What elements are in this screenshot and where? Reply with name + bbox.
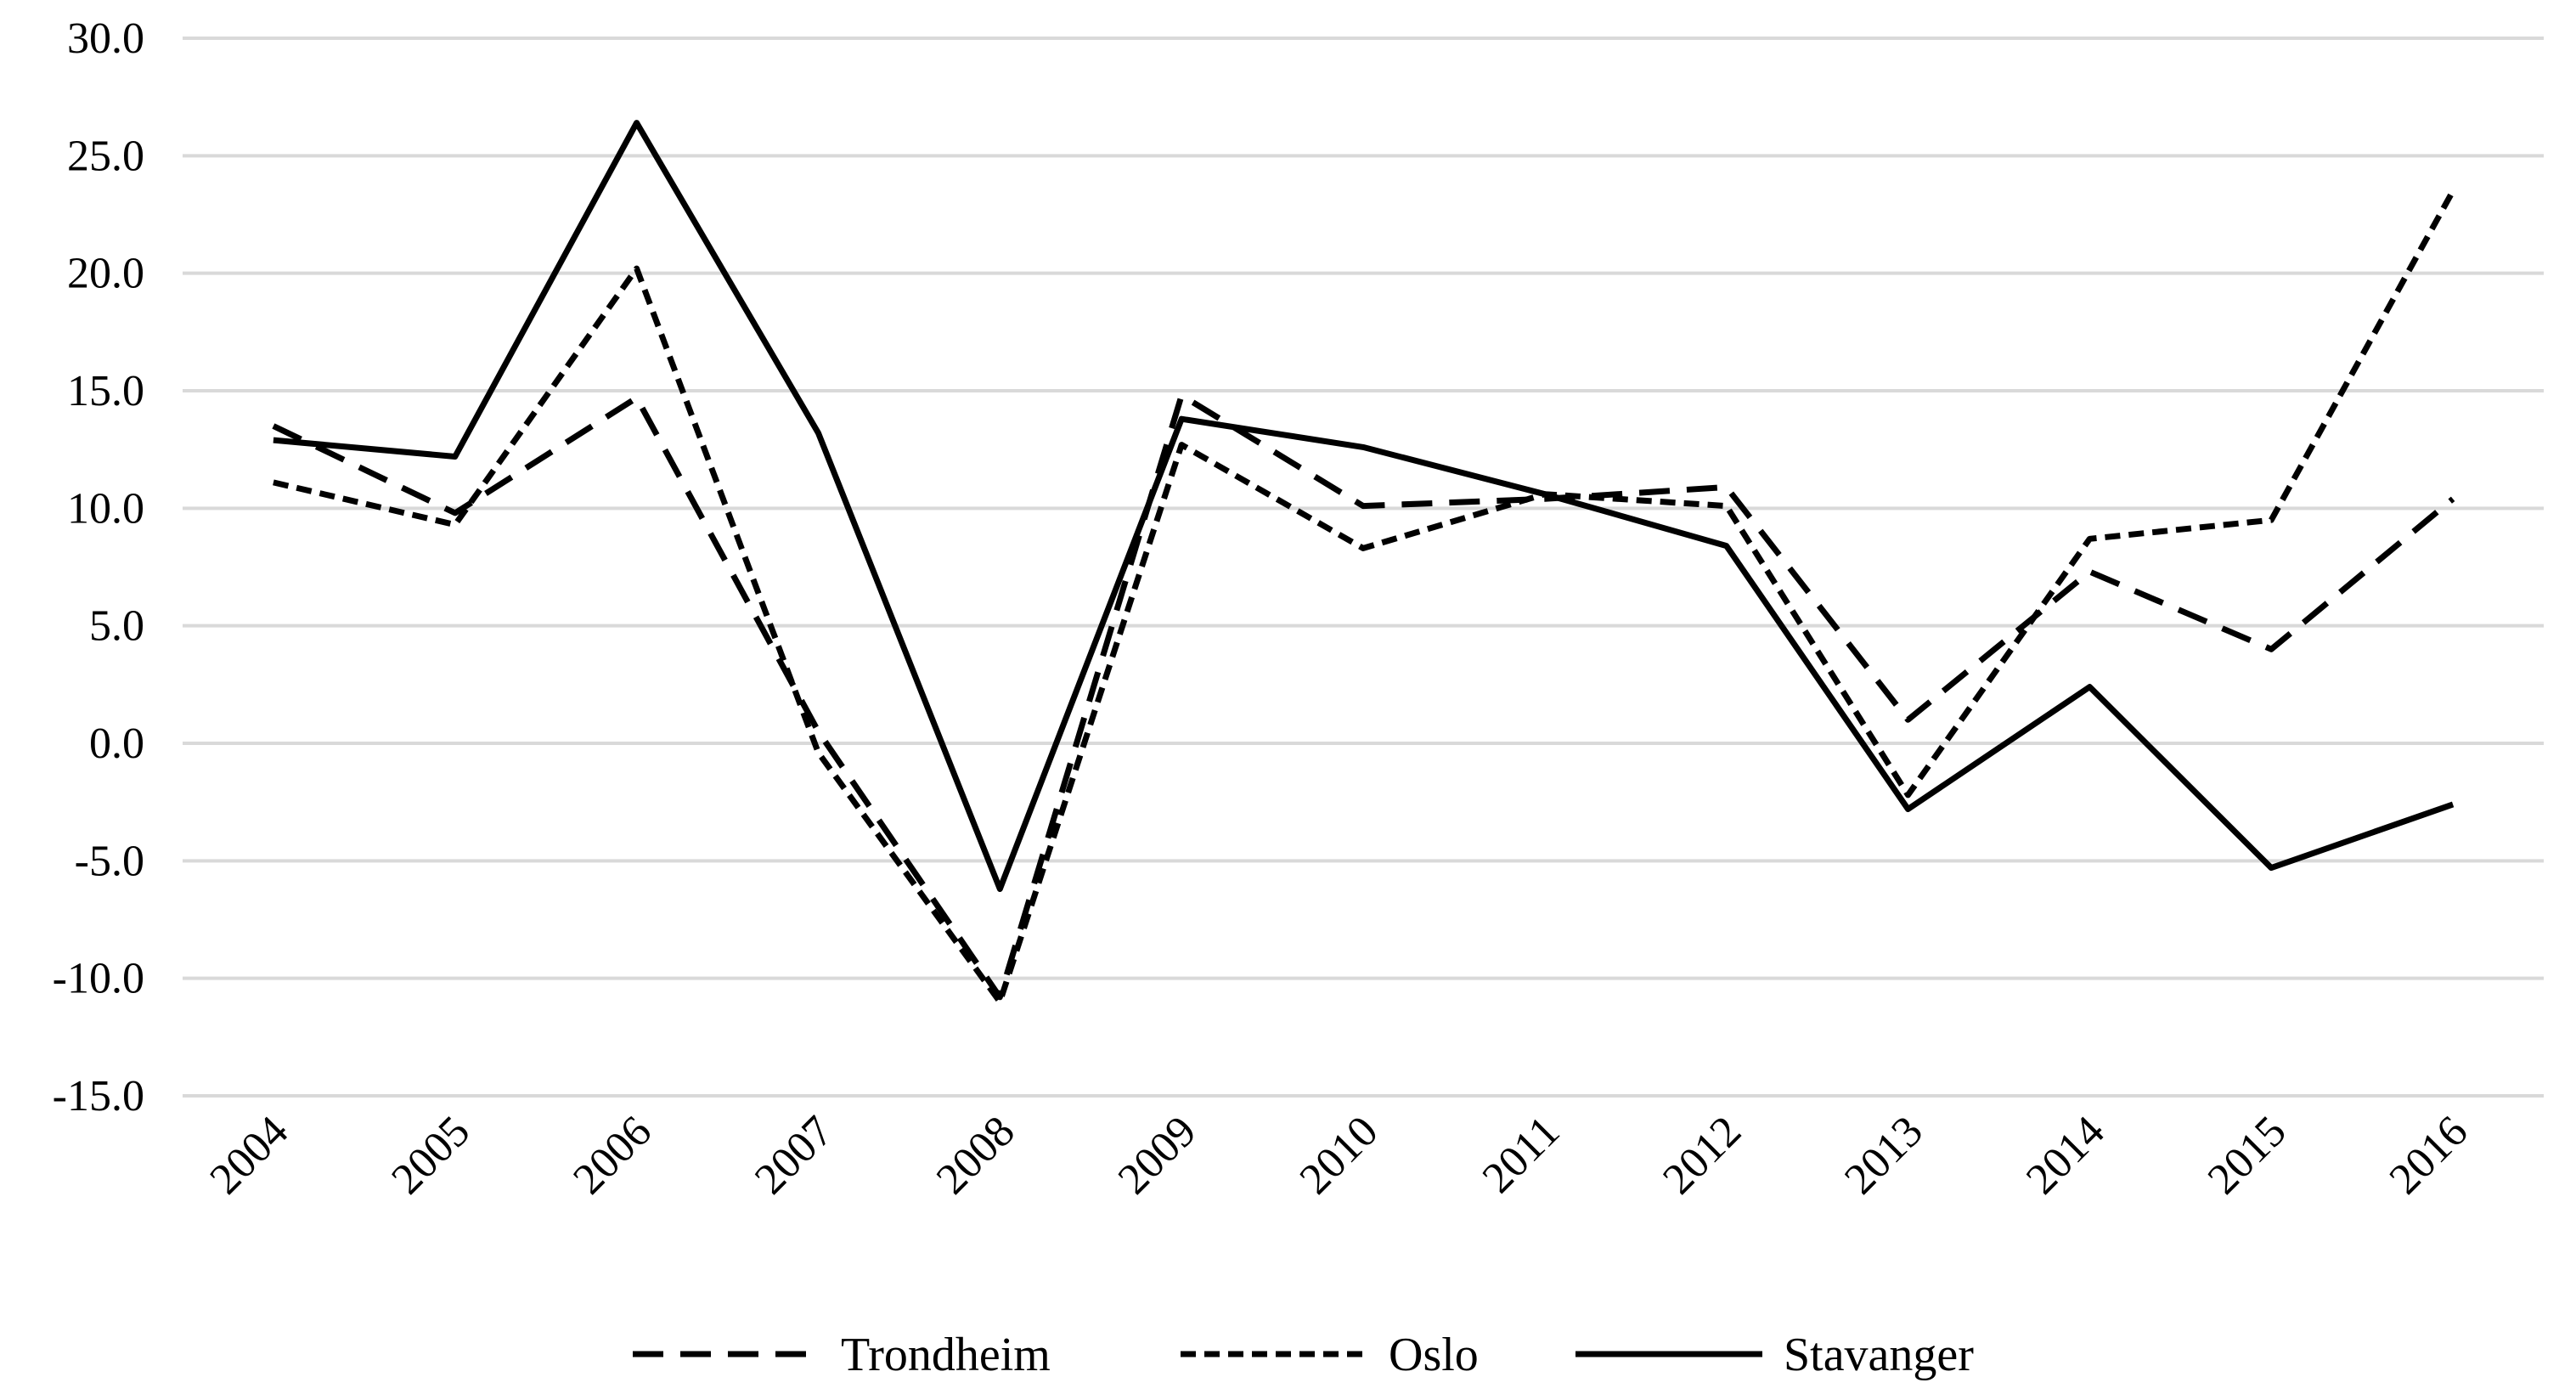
y-tick-label: 15.0: [67, 367, 144, 415]
y-tick-label: 20.0: [67, 250, 144, 298]
y-tick-label: 30.0: [67, 14, 144, 63]
legend-label-stavanger: Stavanger: [1784, 1329, 1974, 1381]
y-tick-label: -5.0: [75, 837, 144, 885]
y-tick-label: 25.0: [67, 132, 144, 180]
x-tick-label: 2014: [2017, 1107, 2114, 1204]
x-tick-label: 2004: [201, 1107, 298, 1204]
x-axis-tick-labels: 2004 2005 2006 2007 2008 2009 2010 2011 2012 2013…: [201, 1107, 2477, 1204]
x-tick-label: 2006: [564, 1107, 661, 1204]
series-line-oslo: [273, 189, 2456, 1005]
gridlines: [183, 37, 2544, 1098]
x-tick-label: 2009: [1109, 1107, 1206, 1204]
x-tick-label: 2015: [2199, 1107, 2296, 1204]
series-line-stavanger: [273, 120, 2455, 892]
series-line-trondheim: [272, 392, 2455, 1001]
y-tick-label: -10.0: [53, 955, 144, 1003]
y-tick-label: 5.0: [89, 602, 144, 651]
legend-label-trondheim: Trondheim: [841, 1329, 1051, 1381]
y-tick-label: 10.0: [67, 484, 144, 533]
x-tick-label: 2012: [1654, 1107, 1750, 1204]
series-lines: [272, 120, 2456, 1005]
x-tick-label: 2013: [1835, 1107, 1932, 1204]
x-tick-label: 2007: [746, 1107, 843, 1204]
y-axis-tick-labels: -15.0 -10.0 -5.0 0.0 5.0 10.0 15.0 20.0 25.0 30.0: [53, 14, 144, 1120]
y-tick-label: -15.0: [53, 1072, 144, 1120]
x-tick-label: 2011: [1474, 1107, 1569, 1202]
x-tick-label: 2008: [927, 1107, 1024, 1204]
legend-label-oslo: Oslo: [1389, 1329, 1479, 1381]
legend: Trondheim Oslo Stavanger: [633, 1329, 1974, 1381]
y-tick-label: 0.0: [89, 720, 144, 768]
x-tick-label: 2010: [1291, 1107, 1388, 1204]
x-tick-label: 2005: [382, 1107, 479, 1204]
x-tick-label: 2016: [2381, 1107, 2477, 1204]
